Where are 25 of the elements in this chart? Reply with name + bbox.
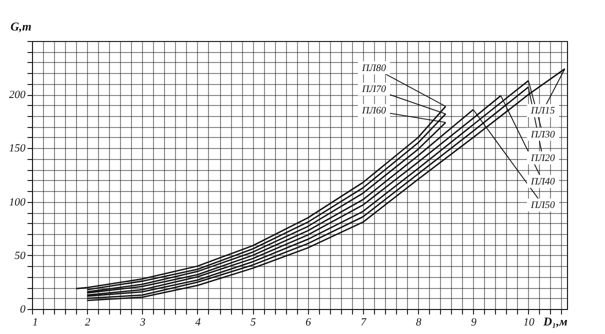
y-tick-label: 150 [9, 142, 26, 155]
text: ПЛ40 [530, 176, 555, 188]
y-tick-label: 0 [20, 304, 26, 316]
text: ПЛ70 [360, 84, 386, 96]
x-tick-label: 3 [139, 316, 146, 328]
text: ПЛ60 [360, 106, 386, 117]
y-tick-label: 200 [9, 89, 26, 102]
text: ПЛ80 [360, 62, 386, 74]
x-axis-title: D₁,м [542, 314, 568, 328]
x-tick-label: 2 [84, 316, 91, 328]
text: ПЛ50 [530, 200, 555, 212]
x-tick-label: 10 [523, 316, 535, 328]
x-tick-label: 9 [470, 316, 477, 328]
y-tick-label: 100 [9, 196, 26, 208]
x-tick-label: 5 [250, 316, 256, 328]
y-axis-title: G,т [10, 20, 32, 34]
x-tick-label: 1 [32, 316, 38, 328]
x-tick-label: 7 [360, 316, 367, 328]
x-tick-label: 8 [416, 316, 422, 328]
x-tick-label: 6 [306, 316, 312, 328]
series-label: ПЛ15 [530, 106, 555, 117]
x-tick-label: 4 [195, 316, 202, 328]
text: ПЛ30 [530, 129, 555, 140]
text: ПЛ20 [530, 152, 555, 164]
y-tick-label: 50 [14, 250, 26, 262]
